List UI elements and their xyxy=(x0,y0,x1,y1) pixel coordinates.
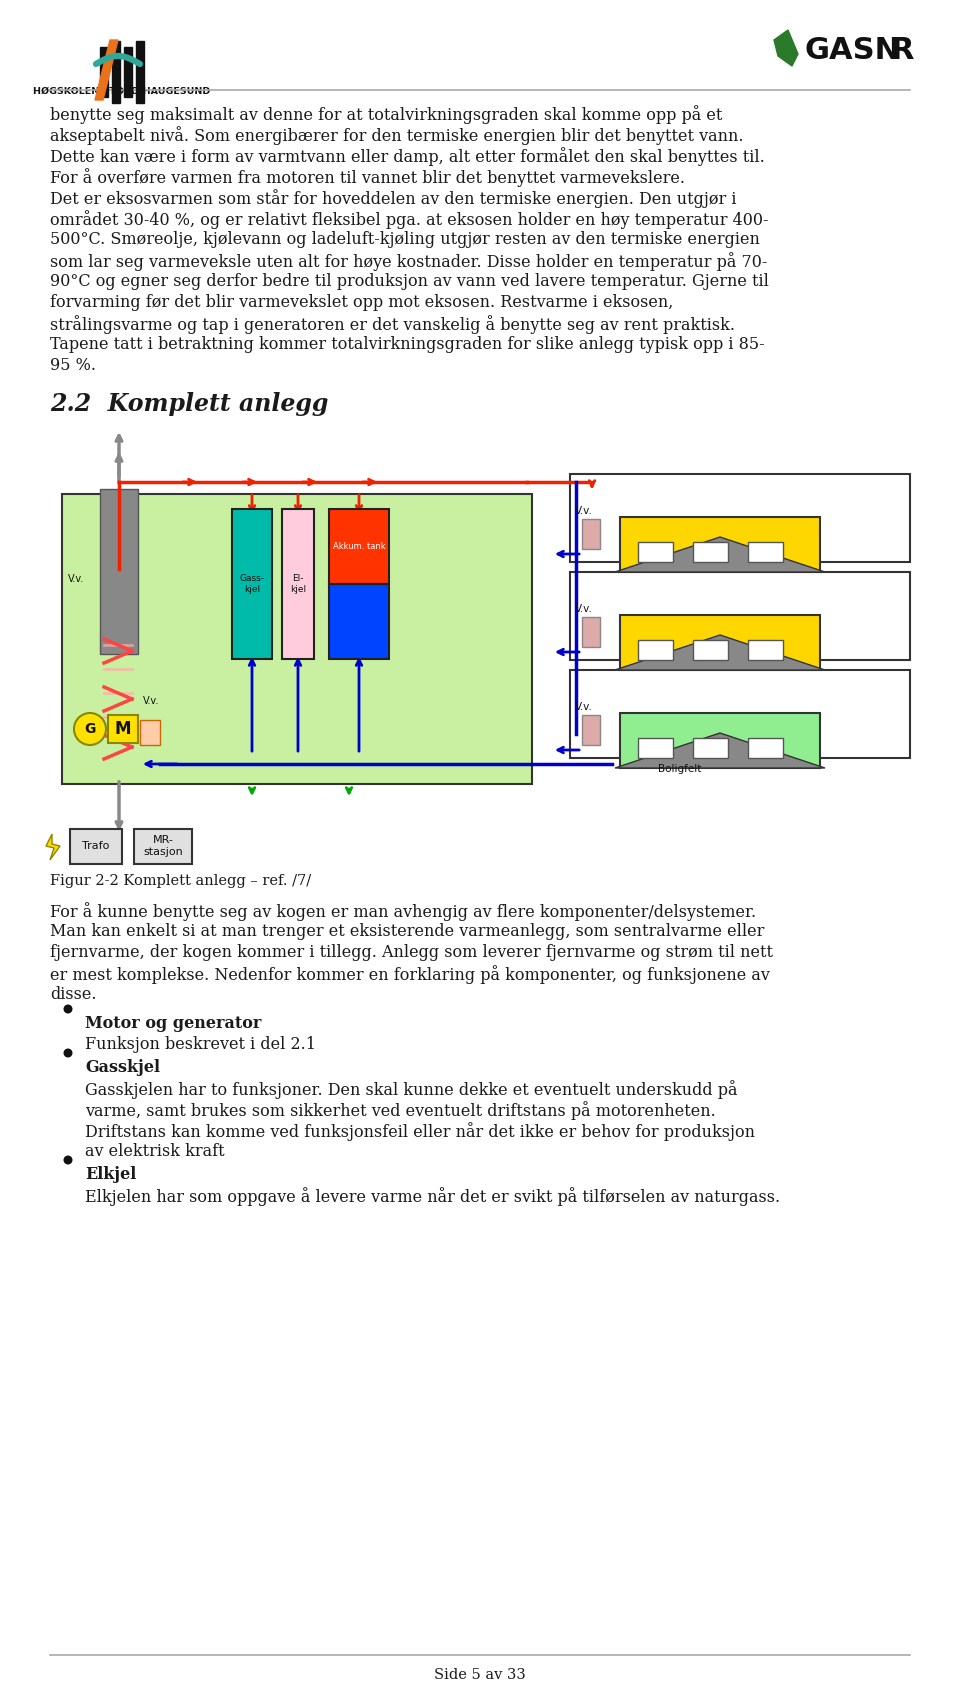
Text: El-
kjel: El- kjel xyxy=(290,574,306,595)
Bar xyxy=(638,542,673,562)
Text: 90°C og egner seg derfor bedre til produksjon av vann ved lavere temperatur. Gje: 90°C og egner seg derfor bedre til produ… xyxy=(50,274,769,291)
Bar xyxy=(620,713,820,768)
Text: Elkjelen har som oppgave å levere varme når det er svikt på tilførselen av natur: Elkjelen har som oppgave å levere varme … xyxy=(85,1187,780,1206)
Text: Boligfelt: Boligfelt xyxy=(659,763,702,774)
Bar xyxy=(282,508,314,659)
Text: Elkjel: Elkjel xyxy=(85,1165,136,1182)
Text: R: R xyxy=(890,35,914,64)
Bar xyxy=(693,542,728,562)
Text: Trafo: Trafo xyxy=(83,841,109,851)
Text: varme, samt brukes som sikkerhet ved eventuelt driftstans på motorenheten.: varme, samt brukes som sikkerhet ved eve… xyxy=(85,1101,716,1120)
Text: V.v.: V.v. xyxy=(575,703,593,713)
Text: Driftstans kan komme ved funksjonsfeil eller når det ikke er behov for produksjo: Driftstans kan komme ved funksjonsfeil e… xyxy=(85,1121,755,1140)
Text: 500°C. Smøreolje, kjølevann og ladeluft-kjøling utgjør resten av den termiske en: 500°C. Smøreolje, kjølevann og ladeluft-… xyxy=(50,231,760,248)
Circle shape xyxy=(63,1005,73,1013)
Bar xyxy=(582,519,600,549)
Text: HØGSKOLEN STORD/HAUGESUND: HØGSKOLEN STORD/HAUGESUND xyxy=(34,86,210,95)
Bar xyxy=(329,584,389,659)
Text: som lar seg varmeveksle uten alt for høye kostnader. Disse holder en temperatur : som lar seg varmeveksle uten alt for høy… xyxy=(50,252,767,270)
Text: Gasskjel: Gasskjel xyxy=(85,1059,160,1076)
Bar xyxy=(62,493,532,784)
Text: For å overføre varmen fra motoren til vannet blir det benyttet varmevekslere.: For å overføre varmen fra motoren til va… xyxy=(50,167,685,187)
Circle shape xyxy=(63,1155,73,1164)
Bar xyxy=(638,738,673,758)
Bar xyxy=(570,671,910,758)
Bar xyxy=(620,615,820,671)
Bar xyxy=(620,517,820,573)
Bar xyxy=(70,829,122,865)
Bar xyxy=(124,47,132,96)
Text: Gasskjelen har to funksjoner. Den skal kunne dekke et eventuelt underskudd på: Gasskjelen har to funksjoner. Den skal k… xyxy=(85,1079,737,1100)
Polygon shape xyxy=(95,41,118,100)
Text: Figur 2-2 Komplett anlegg – ref. /7/: Figur 2-2 Komplett anlegg – ref. /7/ xyxy=(50,873,311,888)
Text: området 30-40 %, og er relativt fleksibel pga. at eksosen holder en høy temperat: området 30-40 %, og er relativt fleksibe… xyxy=(50,209,769,230)
Text: Funksjon beskrevet i del 2.1: Funksjon beskrevet i del 2.1 xyxy=(85,1035,316,1052)
Bar xyxy=(100,490,138,654)
Bar xyxy=(693,738,728,758)
Bar xyxy=(100,47,108,96)
Polygon shape xyxy=(615,733,825,768)
Text: M: M xyxy=(115,720,132,738)
Text: 95 %.: 95 %. xyxy=(50,356,96,373)
Text: Side 5 av 33: Side 5 av 33 xyxy=(434,1669,526,1682)
Bar xyxy=(134,829,192,865)
Text: MR-
stasjon: MR- stasjon xyxy=(143,834,182,856)
Bar xyxy=(582,714,600,745)
Bar xyxy=(232,508,272,659)
Bar xyxy=(748,640,783,660)
Text: V.v.: V.v. xyxy=(575,507,593,517)
Text: GASN: GASN xyxy=(805,35,901,64)
Bar xyxy=(570,573,910,660)
Text: 2.2  Komplett anlegg: 2.2 Komplett anlegg xyxy=(50,392,328,415)
Circle shape xyxy=(74,713,106,745)
Bar xyxy=(140,720,160,745)
Bar xyxy=(136,41,144,103)
Polygon shape xyxy=(615,537,825,573)
Text: Man kan enkelt si at man trenger et eksisterende varmeanlegg, som sentralvarme e: Man kan enkelt si at man trenger et eksi… xyxy=(50,922,764,941)
Bar xyxy=(638,640,673,660)
Polygon shape xyxy=(615,635,825,671)
Text: For å kunne benytte seg av kogen er man avhengig av flere komponenter/delsysteme: For å kunne benytte seg av kogen er man … xyxy=(50,902,756,921)
Text: G: G xyxy=(84,721,96,736)
Text: fjernvarme, der kogen kommer i tillegg. Anlegg som leverer fjernvarme og strøm t: fjernvarme, der kogen kommer i tillegg. … xyxy=(50,944,773,961)
Bar xyxy=(112,41,120,103)
Text: disse.: disse. xyxy=(50,986,97,1003)
Text: V.v.: V.v. xyxy=(575,605,593,615)
Text: V.v.: V.v. xyxy=(68,574,84,584)
Bar xyxy=(108,714,138,743)
Polygon shape xyxy=(774,30,798,66)
Text: Gass-
kjel: Gass- kjel xyxy=(239,574,265,595)
Text: V.v.: V.v. xyxy=(143,696,159,706)
Text: av elektrisk kraft: av elektrisk kraft xyxy=(85,1143,225,1160)
Text: akseptabelt nivå. Som energibærer for den termiske energien blir det benyttet va: akseptabelt nivå. Som energibærer for de… xyxy=(50,127,743,145)
Text: strålingsvarme og tap i generatoren er det vanskelig å benytte seg av rent prakt: strålingsvarme og tap i generatoren er d… xyxy=(50,316,735,334)
Text: Dette kan være i form av varmtvann eller damp, alt etter formålet den skal benyt: Dette kan være i form av varmtvann eller… xyxy=(50,147,765,166)
Text: Tapene tatt i betraktning kommer totalvirkningsgraden for slike anlegg typisk op: Tapene tatt i betraktning kommer totalvi… xyxy=(50,336,764,353)
Text: benytte seg maksimalt av denne for at totalvirkningsgraden skal komme opp på et: benytte seg maksimalt av denne for at to… xyxy=(50,105,722,123)
Bar xyxy=(329,508,389,584)
Bar xyxy=(693,640,728,660)
Bar xyxy=(570,475,910,562)
Text: er mest komplekse. Nedenfor kommer en forklaring på komponenter, og funksjonene : er mest komplekse. Nedenfor kommer en fo… xyxy=(50,964,770,985)
Circle shape xyxy=(63,1049,73,1057)
Text: Akkum. tank: Akkum. tank xyxy=(333,542,385,551)
Text: Motor og generator: Motor og generator xyxy=(85,1015,261,1032)
Bar xyxy=(582,616,600,647)
Bar xyxy=(748,738,783,758)
Polygon shape xyxy=(46,834,60,860)
Text: forvarming før det blir varmevekslet opp mot eksosen. Restvarme i eksosen,: forvarming før det blir varmevekslet opp… xyxy=(50,294,673,311)
Text: Det er eksosvarmen som står for hoveddelen av den termiske energien. Den utgjør : Det er eksosvarmen som står for hoveddel… xyxy=(50,189,736,208)
Bar xyxy=(748,542,783,562)
